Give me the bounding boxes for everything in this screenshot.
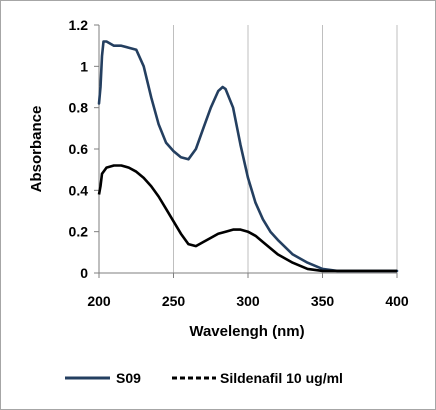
tick-labels: 0 0.2 0.4 0.6 0.8 1 1.2 200 250 300 350 400 (69, 17, 409, 309)
x-tick-label: 250 (162, 293, 186, 309)
x-tick-label: 400 (385, 293, 409, 309)
series-line-sildenafil (97, 164, 397, 273)
x-tick-label: 300 (236, 293, 260, 309)
x-tick-label: 200 (87, 293, 111, 309)
y-tick-label: 0.6 (69, 141, 89, 157)
grid (173, 25, 398, 273)
y-tick-label: 0.2 (69, 224, 89, 240)
plot-area (97, 40, 399, 273)
x-tick-label: 350 (311, 293, 335, 309)
y-tick-label: 0.4 (69, 182, 89, 198)
y-axis-title: Absorbance (28, 106, 45, 193)
legend: S09 Sildenafil 10 ug/ml (65, 370, 343, 386)
x-axis-title: Wavelengh (nm) (189, 323, 304, 340)
axes (94, 24, 398, 278)
y-tick-label: 1 (80, 58, 88, 74)
y-tick-label: 0 (80, 265, 88, 281)
legend-label-s09: S09 (116, 370, 141, 386)
y-tick-label: 0.8 (69, 100, 89, 116)
series-line-s09 (97, 40, 399, 273)
legend-label-sildenafil: Sildenafil 10 ug/ml (220, 370, 343, 386)
y-tick-label: 1.2 (69, 17, 89, 33)
